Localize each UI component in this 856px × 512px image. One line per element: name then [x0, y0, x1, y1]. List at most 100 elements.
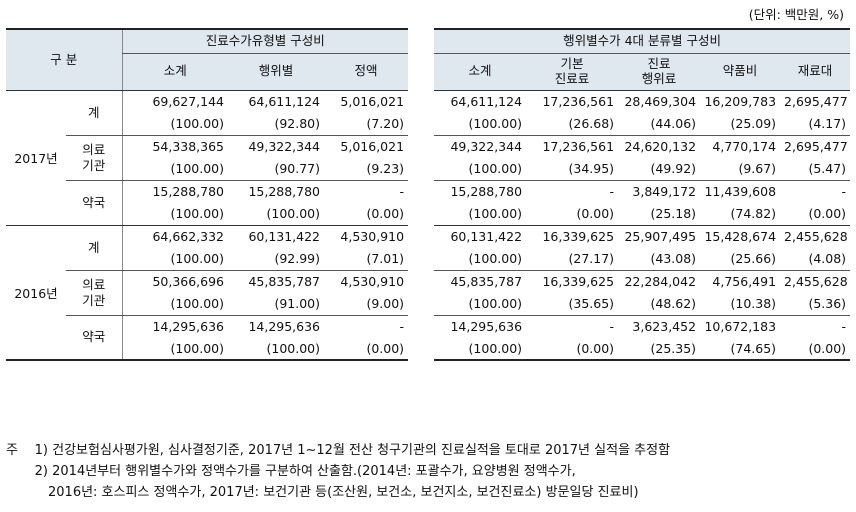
amount-cell: 5,016,021 [340, 94, 405, 109]
percent-cell: (4.08) [780, 247, 851, 271]
amount-cell: 4,530,910 [340, 274, 405, 289]
header-col-6: 진료 행위료 [618, 53, 701, 91]
table-row: 2016년 계 64,662,332 60,131,422 4,530,910 60,13… [6, 225, 850, 361]
amount-cell: 11,439,608 [704, 184, 777, 199]
amount-cell: 16,339,625 [542, 229, 615, 244]
percent-cell: (0.00) [526, 202, 619, 226]
table-row: 약국 15,288,780 15,288,780-15,288,780-3,849,… [6, 180, 850, 226]
amount-cell: 4,530,910 [340, 229, 405, 244]
amount-cell: 14,295,636 [248, 319, 321, 334]
category-label: 의료 기관 [66, 270, 123, 316]
statistics-table: 구 분 진료수가유형별 구성비 행위별수가 4대 분류별 구성비 소계 행위별 정액… [6, 28, 851, 361]
amount-cell: 49,322,344 [248, 139, 321, 154]
header-col-3: 정액 [324, 53, 409, 91]
percent-cell: (43.08) [618, 247, 701, 271]
percent-cell: (100.00) [434, 292, 527, 316]
percent-cell: (34.95) [526, 157, 619, 181]
percent-cell: (5.36) [780, 292, 851, 316]
amount-cell: 4,756,491 [712, 274, 777, 289]
amount-cell: 5,016,021 [340, 139, 405, 154]
table-row-percent: (100.00) (90.77) (9.23) (100.00) (34.95) (49.… [6, 157, 851, 181]
amount-cell: - [609, 319, 615, 334]
amount-cell: - [841, 319, 847, 334]
amount-cell: 4,770,174 [712, 139, 777, 154]
percent-cell: (10.38) [700, 292, 781, 316]
table-row-percent: (100.00) (100.00) (0.00) (100.00) (0.00) (25.… [6, 337, 851, 361]
percent-cell: (9.67) [700, 157, 781, 181]
header-col-8: 재료대 [780, 53, 851, 91]
percent-cell: (92.80) [228, 112, 325, 136]
header-col-4: 소계 [434, 53, 527, 91]
percent-cell: (100.00) [434, 337, 527, 361]
header-col-7: 약품비 [700, 53, 781, 91]
percent-cell: (9.00) [324, 292, 409, 316]
amount-cell: 17,236,561 [542, 94, 615, 109]
table-row: 약국 14,295,636 14,295,636-14,295,636-3,623,… [6, 315, 850, 361]
amount-cell: 54,338,365 [121, 135, 229, 158]
amount-cell: 2,455,628 [784, 274, 848, 289]
percent-cell: (0.00) [526, 337, 619, 361]
table-row-percent: (100.00) (91.00) (9.00) (100.00) (35.65) (48.… [6, 292, 851, 316]
amount-cell: 24,620,132 [624, 139, 697, 154]
year-label: 2016년 [6, 225, 66, 361]
percent-cell: (100.00) [434, 157, 527, 181]
amount-cell: 60,131,422 [248, 229, 321, 244]
amount-cell: 10,672,183 [704, 319, 777, 334]
percent-cell: (48.62) [618, 292, 701, 316]
category-label: 약국 [66, 315, 123, 361]
percent-cell: (100.00) [434, 202, 527, 226]
amount-cell: 45,835,787 [450, 274, 523, 289]
percent-cell: (25.18) [618, 202, 701, 226]
category-label: 계 [66, 225, 123, 271]
table-row-percent: (100.00) (92.99) (7.01) (100.00) (27.17) (43.… [6, 247, 851, 271]
table-row: 2017년 계 69,627,144 64,611,124 5,016,021 64,61… [6, 90, 850, 226]
percent-cell: (7.20) [324, 112, 409, 136]
header-col-2: 행위별 [228, 53, 325, 91]
percent-cell: (0.00) [324, 202, 409, 226]
amount-cell: 50,366,696 [121, 270, 229, 293]
percent-cell: (91.00) [228, 292, 325, 316]
category-label: 의료 기관 [66, 135, 123, 181]
percent-cell: (100.00) [228, 337, 325, 361]
note-1-label: 1) [34, 443, 48, 458]
percent-cell: (27.17) [526, 247, 619, 271]
percent-cell: (0.00) [780, 337, 851, 361]
amount-cell: 2,455,628 [784, 229, 848, 244]
amount-cell: 15,288,780 [121, 180, 229, 203]
category-label: 계 [66, 90, 123, 136]
amount-cell: 45,835,787 [248, 274, 321, 289]
amount-cell: 17,236,561 [542, 139, 615, 154]
header-group-fee-category: 행위별수가 4대 분류별 구성비 [434, 28, 851, 54]
amount-cell: 3,849,172 [632, 184, 697, 199]
amount-cell: 25,907,495 [624, 229, 697, 244]
amount-cell: - [399, 184, 405, 199]
table-row-percent: (100.00) (92.80) (7.20) (100.00) (26.68) (44.… [6, 112, 851, 136]
header-group-payment-type: 진료수가유형별 구성비 [121, 28, 409, 54]
table-row-percent: (100.00) (100.00) (0.00) (100.00) (0.00) (25.… [6, 202, 851, 226]
header-col-5: 기본 진료료 [526, 53, 619, 91]
amount-cell: 3,623,452 [632, 319, 697, 334]
header-col-1: 소계 [121, 53, 229, 91]
amount-cell: 69,627,144 [121, 90, 229, 113]
amount-cell: 14,295,636 [450, 319, 523, 334]
percent-cell: (26.68) [526, 112, 619, 136]
amount-cell: - [399, 319, 405, 334]
amount-cell: - [841, 184, 847, 199]
percent-cell: (49.92) [618, 157, 701, 181]
note-2-text: 2014년부터 행위별수가와 정액수가를 구분하여 산출함.(2014년: 포괄… [52, 464, 576, 479]
percent-cell: (100.00) [121, 157, 229, 181]
amount-cell: 28,469,304 [624, 94, 697, 109]
percent-cell: (4.17) [780, 112, 851, 136]
amount-cell: 64,611,124 [450, 94, 523, 109]
amount-cell: 15,288,780 [248, 184, 321, 199]
amount-cell: 16,339,625 [542, 274, 615, 289]
percent-cell: (7.01) [324, 247, 409, 271]
note-2-label: 2) [34, 464, 48, 479]
note-mark: 주 [6, 443, 18, 458]
amount-cell: 64,662,332 [121, 225, 229, 248]
amount-cell: 2,695,477 [784, 139, 848, 154]
percent-cell: (100.00) [121, 202, 229, 226]
percent-cell: (90.77) [228, 157, 325, 181]
percent-cell: (25.35) [618, 337, 701, 361]
amount-cell: 49,322,344 [450, 139, 523, 154]
